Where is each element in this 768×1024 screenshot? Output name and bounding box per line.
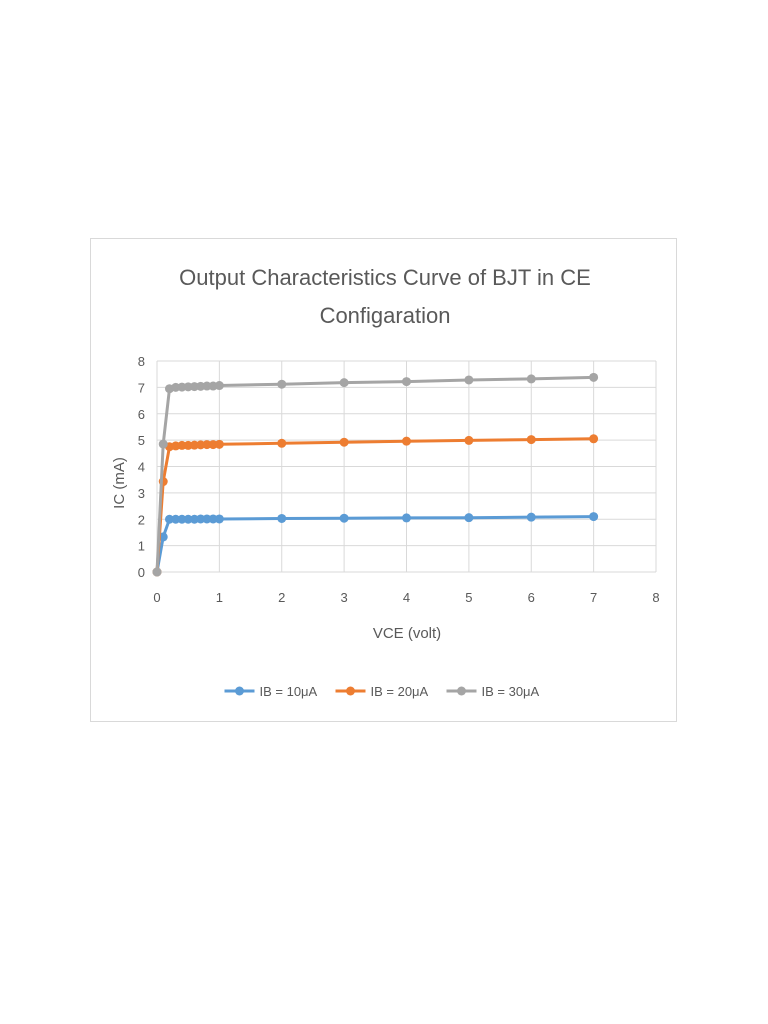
data-point: [164, 514, 174, 524]
legend-label: IB = 20μA: [371, 684, 429, 699]
data-point: [177, 440, 187, 450]
legend-swatch-marker: [235, 686, 244, 696]
chart-title-line-2: Configaration: [320, 303, 451, 328]
data-point: [277, 513, 287, 523]
x-tick-label: 0: [153, 590, 160, 605]
y-tick-label: 7: [138, 380, 145, 395]
x-tick-label: 5: [465, 590, 472, 605]
chart-frame: Output Characteristics Curve of BJT in C…: [90, 238, 677, 722]
legend-item: IB = 20μA: [335, 684, 429, 699]
x-tick-label: 8: [652, 590, 659, 605]
x-tick-label: 1: [216, 590, 223, 605]
data-point: [214, 439, 224, 449]
x-tick-label: 6: [528, 590, 535, 605]
data-point: [526, 435, 536, 445]
data-point: [152, 567, 162, 577]
data-point: [464, 435, 474, 445]
y-tick-label: 0: [138, 565, 145, 580]
x-tick-label: 7: [590, 590, 597, 605]
series-layer: [152, 372, 599, 577]
chart-svg: Output Characteristics Curve of BJT in C…: [111, 265, 660, 699]
data-point: [339, 513, 349, 523]
chart-title-line-1: Output Characteristics Curve of BJT in C…: [179, 265, 591, 290]
data-point: [277, 438, 287, 448]
data-point: [339, 437, 349, 447]
data-point: [202, 381, 212, 391]
y-tick-label: 4: [138, 460, 145, 475]
y-tick-label: 6: [138, 407, 145, 422]
y-tick-label: 2: [138, 512, 145, 527]
series-line: [155, 437, 594, 573]
series-line: [155, 375, 594, 573]
x-tick-label: 2: [278, 590, 285, 605]
y-tick-label: 1: [138, 539, 145, 554]
legend-swatch-marker: [346, 686, 355, 696]
data-point: [589, 512, 599, 522]
data-point: [214, 381, 224, 391]
data-point: [208, 514, 218, 524]
data-point: [589, 434, 599, 444]
data-point: [196, 514, 206, 524]
data-point: [402, 513, 411, 523]
data-point: [177, 514, 187, 524]
grid-lines: [156, 360, 657, 573]
x-tick-label: 4: [403, 590, 410, 605]
legend-swatch-marker: [457, 686, 466, 696]
legend: IB = 10μA IB = 20μA IB = 30μA: [224, 684, 540, 699]
x-tick-labels: 0 1 2 3 4 5 6 7 8: [153, 590, 659, 605]
y-tick-label: 5: [138, 433, 145, 448]
legend-item: IB = 30μA: [446, 684, 540, 699]
x-axis-title: VCE (volt): [373, 625, 441, 642]
y-tick-label: 3: [138, 486, 145, 501]
y-axis-title: IC (mA): [111, 457, 128, 509]
legend-item: IB = 10μA: [224, 684, 318, 699]
data-point: [464, 513, 474, 523]
data-point: [526, 512, 536, 522]
legend-label: IB = 30μA: [482, 684, 540, 699]
data-point: [202, 440, 212, 450]
data-point: [402, 436, 411, 446]
data-point: [402, 377, 411, 387]
data-point: [339, 378, 349, 388]
data-point: [526, 374, 536, 384]
data-point: [277, 379, 287, 389]
legend-label: IB = 10μA: [260, 684, 318, 699]
data-point: [589, 372, 599, 382]
data-point: [171, 514, 181, 524]
x-tick-label: 3: [341, 590, 348, 605]
series-1: [152, 512, 599, 577]
data-point: [214, 514, 224, 524]
data-point: [464, 375, 474, 385]
y-tick-labels: 0 1 2 3 4 5 6 7 8: [138, 354, 145, 580]
series-3: [152, 372, 599, 577]
series-line: [155, 515, 594, 573]
data-point: [202, 514, 212, 524]
data-point: [158, 439, 168, 449]
y-tick-label: 8: [138, 354, 145, 369]
data-point: [183, 514, 193, 524]
